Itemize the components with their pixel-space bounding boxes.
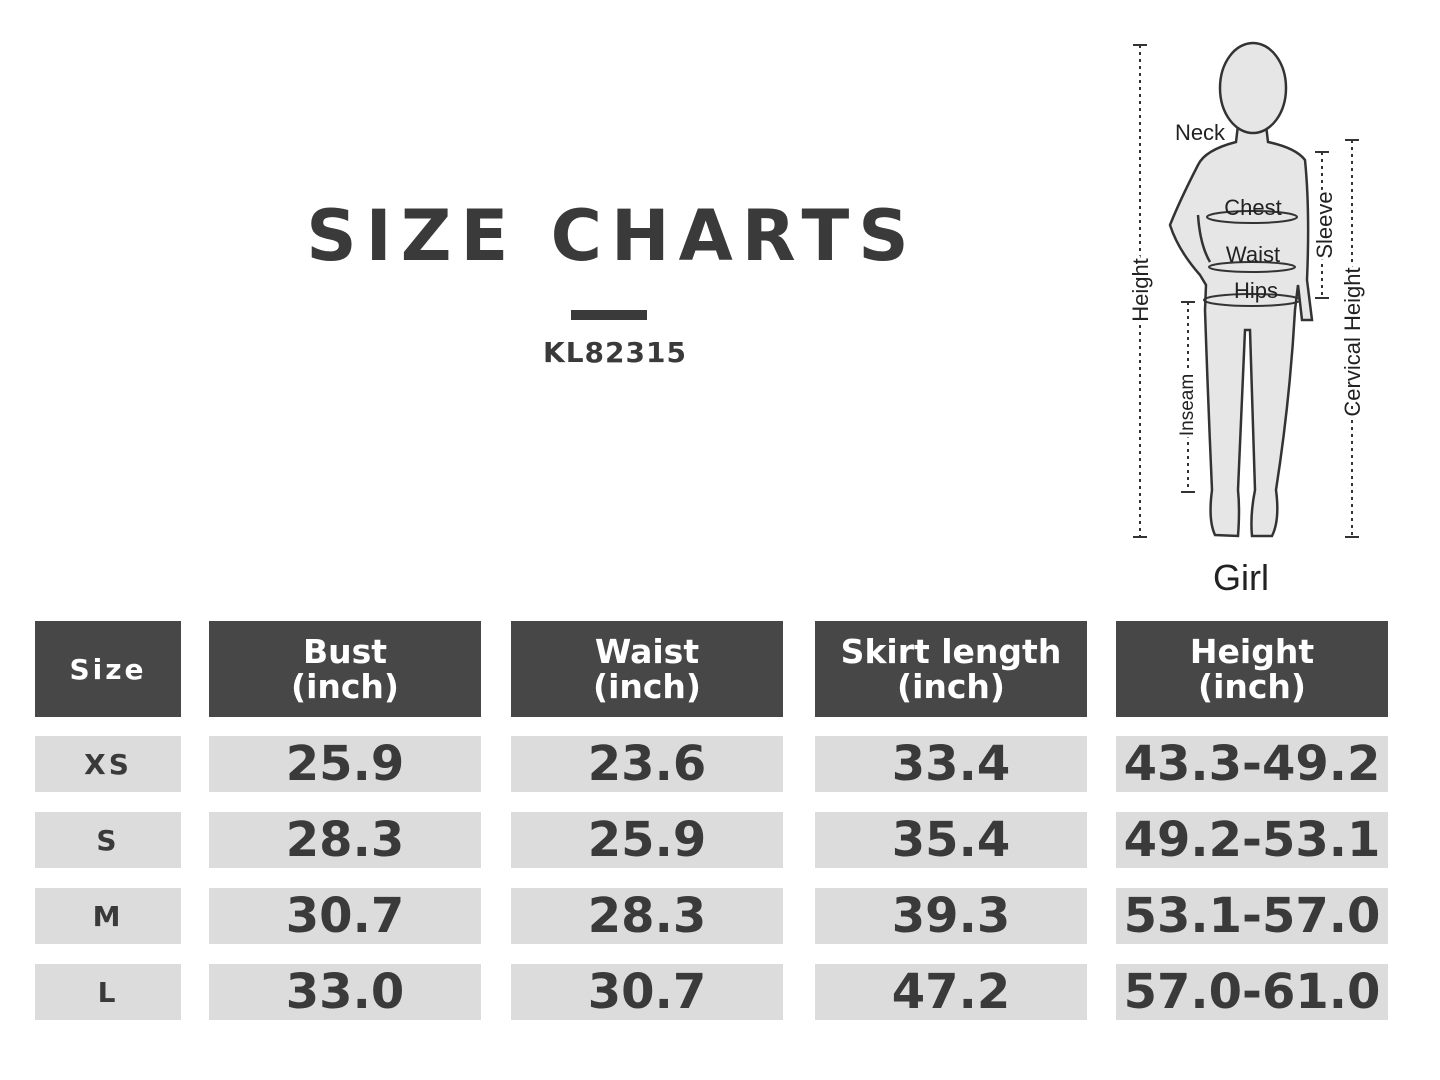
value-cell: 39.3 bbox=[815, 888, 1087, 944]
title: SIZE CHARTS bbox=[306, 195, 918, 277]
header-unit: (inch) bbox=[896, 667, 1006, 706]
header-name: Height bbox=[1189, 632, 1315, 671]
label-cervical-height: Cervical Height bbox=[1340, 267, 1365, 416]
divider bbox=[571, 310, 647, 320]
header-cell: Waist (inch) bbox=[511, 621, 783, 717]
header-name: Skirt length bbox=[840, 632, 1062, 671]
header-unit: (inch) bbox=[290, 667, 400, 706]
label-hips: Hips bbox=[1234, 278, 1278, 303]
value-cell: 43.3-49.2 bbox=[1116, 736, 1388, 792]
value-cell: 33.4 bbox=[815, 736, 1087, 792]
body-figure: Neck Chest Waist Hips Height Sleeve Inse… bbox=[1128, 41, 1365, 598]
header-name: Bust bbox=[302, 632, 388, 671]
header-cell: Height (inch) bbox=[1116, 621, 1388, 717]
size-cell: L bbox=[35, 964, 181, 1020]
value-cell: 30.7 bbox=[209, 888, 481, 944]
label-height: Height bbox=[1128, 258, 1153, 322]
size-cell: XS bbox=[35, 736, 181, 792]
value-cell: 47.2 bbox=[815, 964, 1087, 1020]
header-cell: Bust (inch) bbox=[209, 621, 481, 717]
value-cell: 53.1-57.0 bbox=[1116, 888, 1388, 944]
value-cell: 35.4 bbox=[815, 812, 1087, 868]
label-inseam: Inseam bbox=[1177, 374, 1198, 436]
value-cell: 25.9 bbox=[209, 736, 481, 792]
label-chest: Chest bbox=[1224, 195, 1281, 220]
label-sleeve: Sleeve bbox=[1312, 191, 1337, 258]
value-cell: 30.7 bbox=[511, 964, 783, 1020]
value-cell: 57.0-61.0 bbox=[1116, 964, 1388, 1020]
value-cell: 33.0 bbox=[209, 964, 481, 1020]
size-cell: M bbox=[35, 888, 181, 944]
header-name: Waist bbox=[594, 632, 700, 671]
header-cell: Skirt length (inch) bbox=[815, 621, 1087, 717]
size-cell: S bbox=[35, 812, 181, 868]
label-neck: Neck bbox=[1175, 120, 1226, 145]
value-cell: 49.2-53.1 bbox=[1116, 812, 1388, 868]
header-unit: (inch) bbox=[592, 667, 702, 706]
product-code: KL82315 bbox=[543, 336, 687, 369]
value-cell: 23.6 bbox=[511, 736, 783, 792]
value-cell: 28.3 bbox=[511, 888, 783, 944]
value-cell: 25.9 bbox=[511, 812, 783, 868]
header-cell: Size bbox=[35, 621, 181, 717]
label-waist: Waist bbox=[1226, 242, 1280, 267]
header-name: Size bbox=[69, 652, 147, 686]
header-unit: (inch) bbox=[1197, 667, 1307, 706]
value-cell: 28.3 bbox=[209, 812, 481, 868]
figure-caption: Girl bbox=[1213, 557, 1269, 598]
